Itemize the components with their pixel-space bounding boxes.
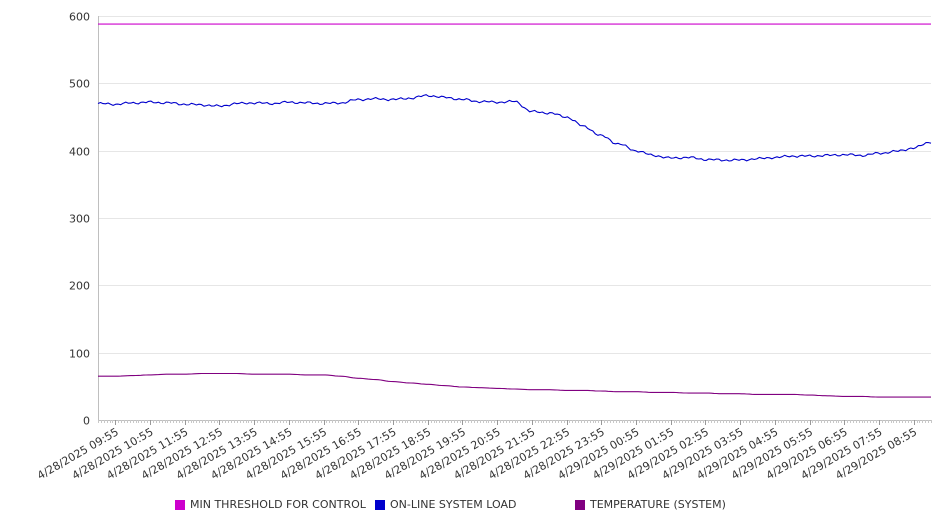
legend-item: TEMPERATURE (SYSTEM) (575, 498, 726, 511)
legend: MIN THRESHOLD FOR CONTROL ON-LINE SYSTEM … (175, 498, 935, 514)
legend-swatch (375, 499, 385, 510)
legend-label: TEMPERATURE (SYSTEM) (590, 498, 726, 511)
y-tick-label: 200 (69, 280, 90, 293)
legend-label: ON-LINE SYSTEM LOAD (390, 498, 517, 511)
legend-swatch (575, 499, 585, 510)
legend-item: MIN THRESHOLD FOR CONTROL (175, 498, 366, 511)
y-tick-label: 0 (83, 415, 90, 428)
legend-item: ON-LINE SYSTEM LOAD (375, 498, 516, 511)
y-tick-label: 300 (69, 213, 90, 226)
grid-lines (98, 16, 931, 354)
y-tick-label: 100 (69, 348, 90, 361)
x-tick-labels: 4/28/2025 09:554/28/2025 10:554/28/2025 … (35, 425, 919, 482)
axes (98, 16, 932, 425)
series-line-2 (98, 372, 931, 398)
legend-swatch (175, 499, 185, 510)
y-tick-labels: 0 100 200 300 400 500 600 (69, 11, 90, 428)
y-tick-label: 500 (69, 78, 90, 91)
series-line-1 (97, 94, 932, 162)
legend-label: MIN THRESHOLD FOR CONTROL (190, 498, 366, 511)
y-tick-label: 400 (69, 146, 90, 159)
y-tick-label: 600 (69, 11, 90, 24)
series-lines (97, 23, 932, 398)
